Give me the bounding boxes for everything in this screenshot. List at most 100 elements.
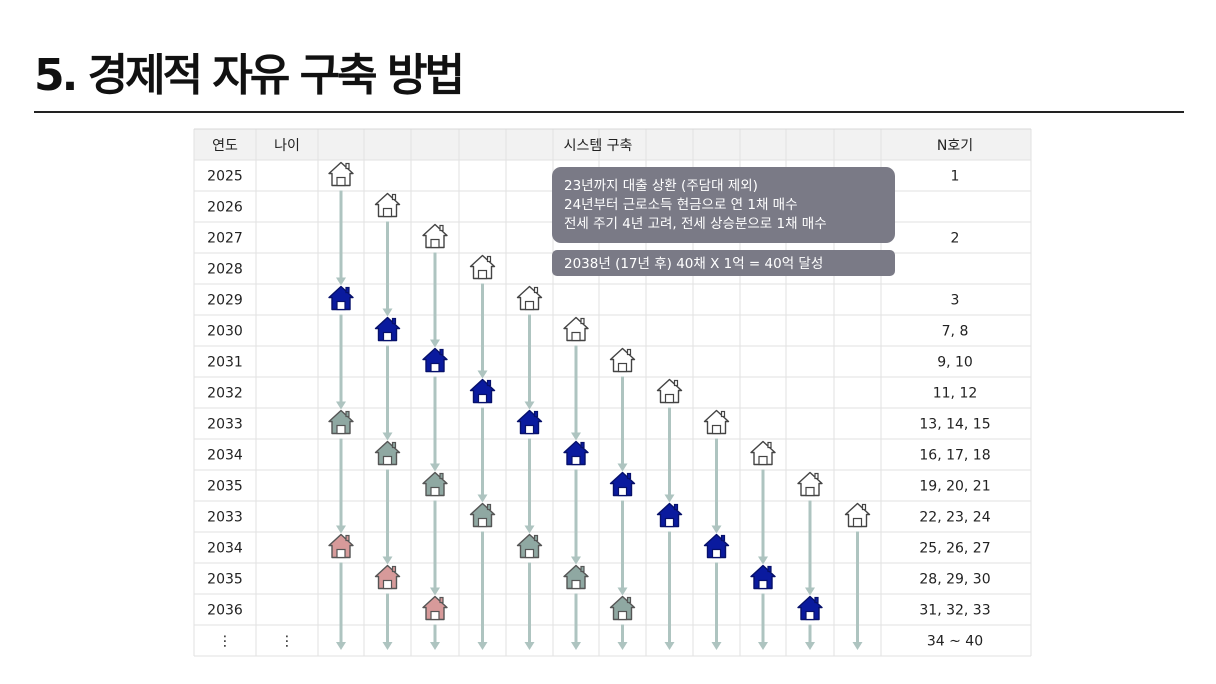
arrow-head xyxy=(382,556,393,565)
year-cell: 2028 xyxy=(207,262,243,278)
arrow-head xyxy=(430,339,440,348)
header-system: 시스템 구축 xyxy=(564,138,633,154)
header-age: 나이 xyxy=(274,138,300,154)
house-icon xyxy=(374,440,401,466)
house-icon xyxy=(516,285,543,311)
house-icon xyxy=(750,440,776,466)
plan-line-3: 전세 주기 4년 고려, 전세 상승분으로 1채 매수 xyxy=(564,216,827,232)
header-nth: N호기 xyxy=(937,138,973,154)
age-cell: ⋮ xyxy=(280,634,294,650)
house-icon xyxy=(844,502,871,528)
house-icon xyxy=(516,409,543,435)
house-icon xyxy=(374,564,401,590)
nth-cell: 7, 8 xyxy=(942,324,969,340)
arrow-head xyxy=(758,642,768,650)
arrow-head xyxy=(758,556,768,565)
arrow-head xyxy=(711,642,722,650)
year-cell: 2032 xyxy=(207,386,243,402)
arrow-head xyxy=(571,642,581,650)
nth-cell: 13, 14, 15 xyxy=(919,417,990,433)
arrow-head xyxy=(524,401,535,410)
title-divider xyxy=(34,111,1184,113)
arrow-head xyxy=(336,525,346,534)
house-icon xyxy=(374,192,401,218)
arrow-head xyxy=(617,463,628,472)
nth-cell: 3 xyxy=(951,293,960,309)
year-cell: 2030 xyxy=(207,324,243,340)
year-cell: 2031 xyxy=(207,355,243,371)
arrow-head xyxy=(382,308,393,317)
nth-cell: 25, 26, 27 xyxy=(919,541,990,557)
arrow-head xyxy=(430,587,440,596)
house-icon xyxy=(516,533,543,559)
house-icon xyxy=(328,533,354,559)
arrow-head xyxy=(524,642,535,650)
house-icon xyxy=(609,347,636,373)
house-icon xyxy=(328,161,354,187)
header-year: 연도 xyxy=(212,138,238,154)
house-icon xyxy=(656,378,683,404)
year-cell: 2035 xyxy=(207,479,243,495)
plan-callout xyxy=(552,167,895,243)
house-icon xyxy=(797,595,823,621)
house-icon xyxy=(609,595,636,621)
house-icon xyxy=(328,285,354,311)
plan-line-2: 24년부터 근로소득 현금으로 연 1채 매수 xyxy=(564,197,798,213)
house-icon xyxy=(422,347,448,373)
arrow-head xyxy=(664,494,675,503)
header-row xyxy=(194,129,1031,160)
year-cell: 2036 xyxy=(207,603,243,619)
house-icon xyxy=(422,471,448,497)
arrow-head xyxy=(382,642,393,650)
house-icon xyxy=(422,223,448,249)
house-icon xyxy=(469,254,496,280)
nth-cell: 31, 32, 33 xyxy=(919,603,990,619)
arrow-head xyxy=(664,642,675,650)
year-cell: 2025 xyxy=(207,169,243,185)
nth-cell: 16, 17, 18 xyxy=(919,448,990,464)
house-icon xyxy=(563,440,589,466)
arrow-head xyxy=(430,642,440,650)
year-cell: 2029 xyxy=(207,293,243,309)
house-icon xyxy=(609,471,636,497)
house-icon xyxy=(703,409,730,435)
nth-cell: 2 xyxy=(951,231,960,247)
year-cell: 2033 xyxy=(207,417,243,433)
house-icon xyxy=(563,316,589,342)
house-icon xyxy=(469,502,496,528)
arrow-head xyxy=(711,525,722,534)
year-cell: ⋮ xyxy=(218,634,232,650)
house-icon xyxy=(328,409,354,435)
goal-callout xyxy=(552,250,895,276)
arrow-head xyxy=(571,432,581,441)
year-cell: 2033 xyxy=(207,510,243,526)
house-icon xyxy=(750,564,776,590)
arrow-head xyxy=(617,587,628,596)
arrow-head xyxy=(477,370,488,379)
house-icon xyxy=(797,471,823,497)
house-icon xyxy=(656,502,683,528)
arrow-head xyxy=(852,642,863,650)
goal-text: 2038년 (17년 후) 40채 X 1억 = 40억 달성 xyxy=(564,256,823,272)
page-title: 5. 경제적 자유 구축 방법 xyxy=(34,50,465,101)
house-icon xyxy=(469,378,496,404)
year-cell: 2035 xyxy=(207,572,243,588)
year-cell: 2026 xyxy=(207,200,243,216)
arrow-head xyxy=(617,642,628,650)
year-cell: 2034 xyxy=(207,541,243,557)
nth-cell: 22, 23, 24 xyxy=(919,510,990,526)
arrow-head xyxy=(805,587,815,596)
plan-line-1: 23년까지 대출 상환 (주담대 제외) xyxy=(564,178,758,194)
nth-cell: 1 xyxy=(951,169,960,185)
arrow-head xyxy=(524,525,535,534)
arrow-head xyxy=(336,642,346,650)
arrow-head xyxy=(430,463,440,472)
nth-cell: 11, 12 xyxy=(933,386,978,402)
arrow-head xyxy=(805,642,815,650)
nth-cell: 9, 10 xyxy=(937,355,973,371)
house-icon xyxy=(563,564,589,590)
house-icon xyxy=(422,595,448,621)
nth-cell: 34 ~ 40 xyxy=(927,634,983,650)
house-icon xyxy=(374,316,401,342)
